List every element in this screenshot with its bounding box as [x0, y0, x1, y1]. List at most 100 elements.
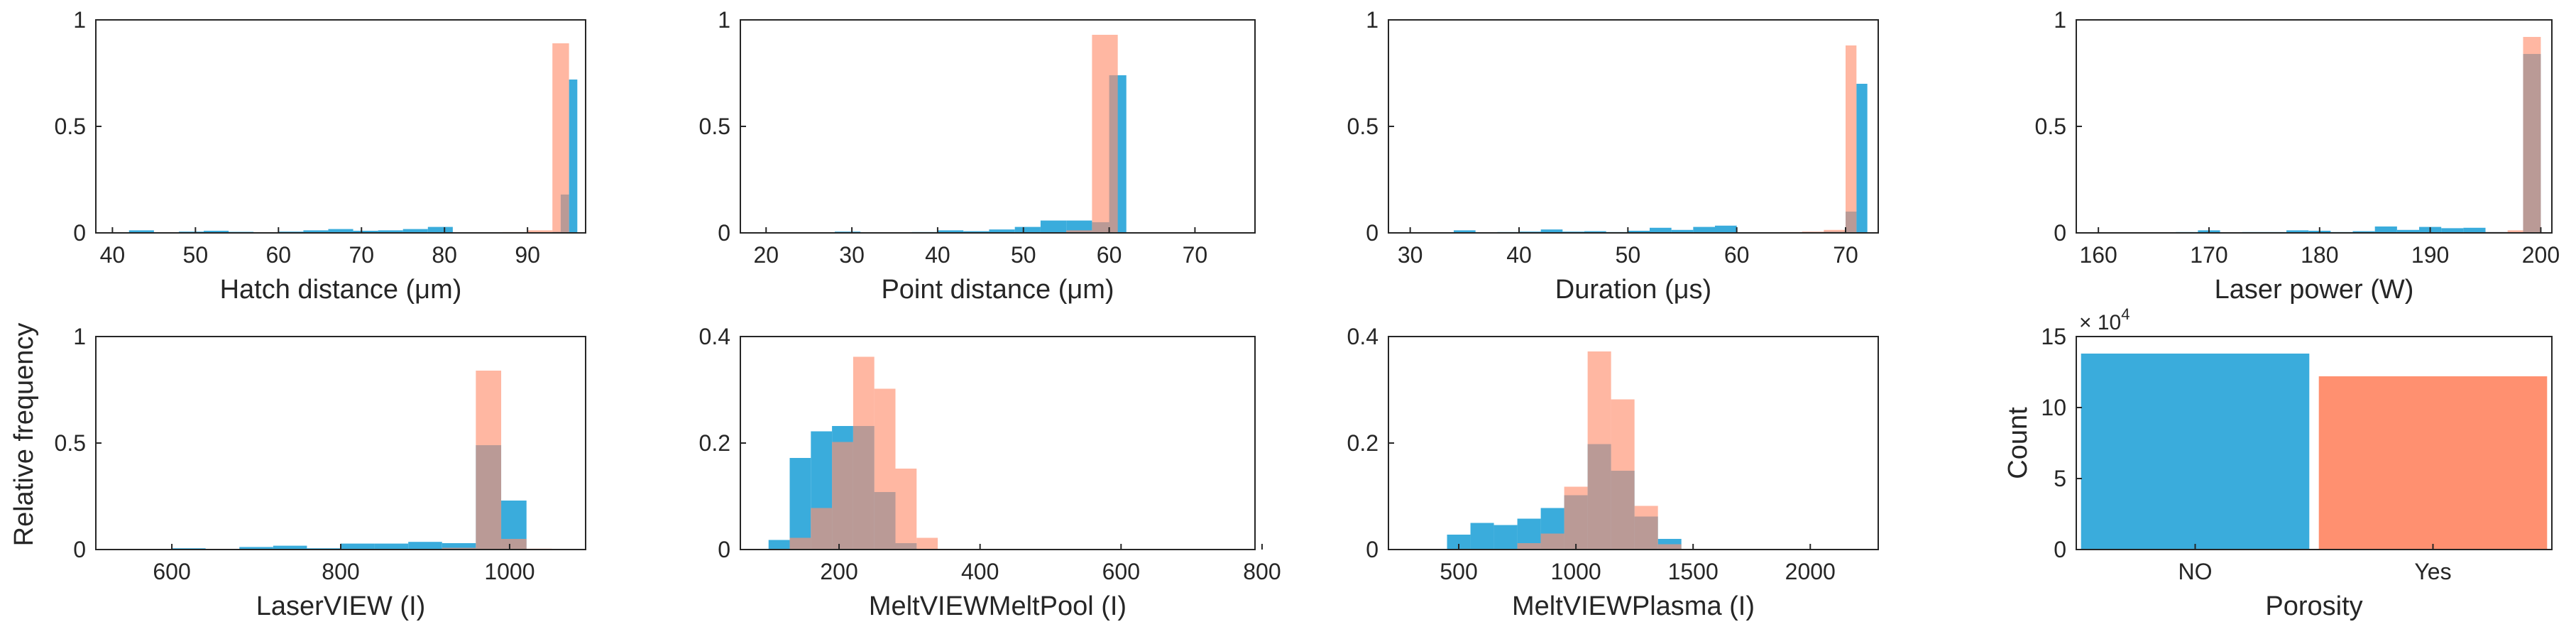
x-tick-label: 40 — [100, 242, 126, 268]
panel-point-distance: 20 30 40 50 60 70 0 0.5 1 Point distance (μm) — [699, 7, 1256, 305]
bar-no-porosity — [1715, 225, 1737, 233]
bar-no-porosity — [2374, 226, 2397, 233]
axes-box — [2076, 19, 2553, 234]
bar-porosity — [527, 230, 553, 233]
x-tick-label: 70 — [1833, 242, 1858, 268]
x-tick-label: 200 — [2522, 242, 2560, 268]
bar-no-porosity — [1493, 525, 1518, 550]
bar-no-porosity — [1584, 231, 1606, 233]
panel-laserview: 600 800 1000 0 0.5 1 LaserVIEW (I) — [55, 324, 586, 621]
bar-no-porosity — [569, 80, 578, 233]
x-tick-label: 90 — [515, 242, 540, 268]
y-tick-label: 0.5 — [699, 114, 730, 139]
bar-porosity — [2507, 230, 2523, 233]
x-tick-label: 40 — [925, 242, 950, 268]
y-tick-label: 0 — [1366, 537, 1379, 562]
x-tick-label: 160 — [2079, 242, 2117, 268]
exponent-power: 4 — [2121, 305, 2130, 323]
bar-no-porosity — [353, 231, 378, 233]
y-tick-label: 0.5 — [1347, 114, 1379, 139]
bar-porosity — [1846, 45, 1857, 233]
bar-no-porosity — [128, 230, 154, 233]
bar-no-porosity — [789, 458, 811, 550]
x-tick-label: NO — [2178, 559, 2213, 584]
bar-no-porosity — [273, 545, 307, 550]
x-tick-label: 1500 — [1668, 559, 1719, 584]
x-tick-label: Yes — [2414, 559, 2451, 584]
y-tick-label: 1 — [73, 324, 86, 349]
y-tick-label: 1 — [1366, 7, 1379, 33]
bar-porosity — [1066, 230, 1092, 233]
bar-no-porosity — [427, 226, 453, 233]
x-tick-label: 1000 — [484, 559, 535, 584]
bar-no-porosity — [341, 543, 375, 550]
bar-no-porosity — [374, 543, 409, 550]
panel-laser-power: 160 170 180 190 200 0 0.5 1 Laser power (W) — [2035, 7, 2560, 305]
bar-porosity — [1517, 543, 1541, 550]
x-tick-label: 60 — [1724, 242, 1750, 268]
x-tick-label: 70 — [349, 242, 374, 268]
bar-no-porosity — [1671, 229, 1694, 233]
bar-no-porosity — [963, 231, 990, 233]
bar-porosity — [853, 356, 875, 550]
y-tick-label: 0.5 — [55, 430, 86, 456]
y-tick-label: 0 — [718, 220, 730, 246]
bar-no-porosity — [1628, 231, 1650, 233]
x-tick-label: 2000 — [1785, 559, 1836, 584]
bar-no-porosity — [408, 542, 442, 550]
bar-yes — [2318, 376, 2548, 550]
y-tick-label: 15 — [2041, 324, 2066, 349]
bar-porosity — [789, 537, 811, 550]
x-tick-label: 30 — [839, 242, 865, 268]
x-tick-label: 200 — [820, 559, 857, 584]
x-tick-label: 70 — [1183, 242, 1208, 268]
bar-no-porosity — [1470, 523, 1494, 550]
bar-porosity — [1611, 399, 1635, 550]
shared-y-axis-label: Relative frequency — [9, 323, 39, 547]
x-tick-label: 600 — [153, 559, 190, 584]
bar-porosity — [2523, 37, 2541, 233]
x-tick-label: 1000 — [1551, 559, 1601, 584]
x-tick-label: 30 — [1398, 242, 1423, 268]
panel-meltview-meltpool: 200 400 600 800 0 0.2 0.4 MeltVIEWMeltPool (I) — [699, 324, 1281, 621]
x-axis-label: Hatch distance (μm) — [220, 275, 462, 305]
bar-porosity — [476, 371, 502, 550]
bar-no-porosity — [204, 231, 229, 233]
x-tick-label: 50 — [1616, 242, 1641, 268]
axes-box — [1388, 19, 1879, 234]
y-tick-label: 0 — [1366, 220, 1379, 246]
x-tick-label: 800 — [322, 559, 359, 584]
y-tick-label: 0.5 — [55, 114, 86, 139]
x-tick-label: 190 — [2411, 242, 2449, 268]
x-axis-label: Porosity — [2265, 591, 2362, 621]
panel-hatch-distance: 40 50 60 70 80 90 0 0.5 1 Hatch distance (μm) — [55, 7, 586, 305]
bar-no-porosity — [1693, 226, 1715, 233]
bar-no-porosity — [402, 229, 428, 233]
axes-box — [95, 19, 586, 234]
x-tick-label: 50 — [183, 242, 209, 268]
bar-no-porosity — [2441, 228, 2464, 233]
bar-no-porosity — [768, 540, 790, 550]
x-tick-label: 600 — [1102, 559, 1140, 584]
bar-no-porosity — [442, 543, 476, 550]
bar-porosity — [1634, 506, 1658, 550]
bar-no-porosity — [1447, 535, 1471, 550]
x-axis-label: Laser power (W) — [2215, 275, 2414, 305]
bar-porosity — [1824, 229, 1846, 233]
bar-no-porosity — [989, 229, 1015, 233]
bar-no-porosity — [2352, 231, 2375, 233]
axes-box — [740, 19, 1256, 234]
bar-no-porosity — [1650, 227, 1672, 233]
bar-no-porosity — [303, 230, 329, 233]
exponent-base: × 10 — [2079, 311, 2121, 334]
x-tick-label: 180 — [2301, 242, 2338, 268]
bar-porosity — [501, 539, 527, 550]
bar-porosity — [552, 43, 569, 233]
x-tick-label: 60 — [265, 242, 291, 268]
x-tick-label: 50 — [1011, 242, 1036, 268]
y-tick-label: 1 — [73, 7, 86, 33]
x-tick-label: 800 — [1243, 559, 1281, 584]
bar-porosity — [895, 469, 917, 550]
bar-no-porosity — [1856, 84, 1868, 233]
axes-box — [2076, 336, 2553, 550]
